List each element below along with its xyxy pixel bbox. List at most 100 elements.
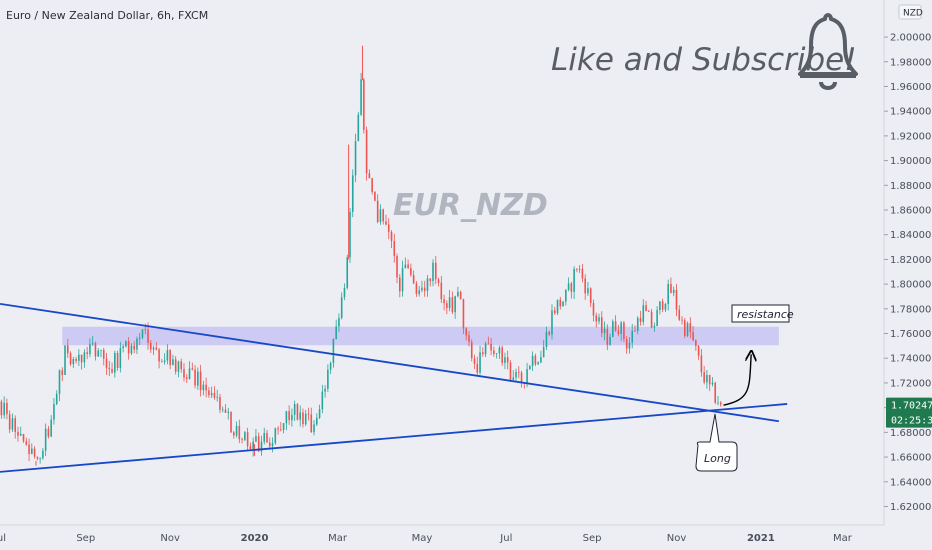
candle — [338, 313, 340, 332]
time-axis[interactable]: Jul Sep Nov 2020 Mar May Jul Sep Nov 2021 Mar — [0, 524, 884, 544]
candle — [100, 349, 102, 358]
candle — [578, 265, 581, 273]
candle — [75, 356, 77, 364]
candle — [606, 324, 609, 351]
candle — [0, 399, 3, 419]
long-callout[interactable]: Long — [695, 413, 738, 472]
candle — [603, 321, 606, 341]
candle — [249, 442, 252, 451]
candle — [399, 274, 401, 298]
projection-arrow[interactable] — [723, 354, 752, 406]
candle — [288, 405, 290, 425]
candle — [241, 437, 243, 444]
candle — [158, 347, 160, 369]
price-tick: 1.96000 — [884, 82, 931, 93]
candle — [22, 433, 25, 443]
candle — [459, 290, 462, 300]
price-tick: 1.68000 — [884, 428, 931, 439]
candle — [470, 339, 473, 362]
candle — [357, 111, 360, 142]
candle — [476, 356, 479, 377]
price-tick-label: 1.66000 — [890, 453, 931, 464]
candle — [224, 404, 227, 413]
candle — [271, 437, 274, 453]
time-tick-label: 2020 — [241, 533, 269, 544]
candle — [600, 311, 603, 338]
candle — [653, 322, 656, 332]
price-tick-label: 1.96000 — [890, 82, 931, 93]
candle — [324, 385, 326, 398]
candle — [161, 358, 163, 363]
candle — [418, 285, 420, 297]
candle — [227, 407, 230, 420]
candle — [188, 361, 191, 380]
candle — [545, 326, 548, 351]
candle — [506, 350, 509, 370]
candle — [180, 358, 183, 373]
candle — [423, 280, 426, 297]
candle — [719, 401, 722, 407]
candle — [473, 354, 476, 370]
candle — [429, 278, 432, 287]
candle — [136, 336, 138, 355]
price-tick: 1.94000 — [884, 107, 931, 118]
candle — [252, 437, 254, 457]
candle — [717, 396, 719, 406]
resistance-label[interactable]: resistance — [731, 304, 794, 323]
bar-countdown: 02:25:35 — [891, 416, 932, 427]
candle — [434, 255, 437, 285]
trendlines[interactable] — [0, 302, 788, 473]
candle — [625, 336, 628, 354]
candle — [53, 397, 55, 425]
candle — [540, 350, 542, 364]
candle — [329, 361, 332, 375]
candle — [515, 368, 517, 383]
price-tick-label: 1.80000 — [890, 280, 931, 291]
candle — [86, 346, 88, 360]
bell-icon — [798, 13, 858, 90]
candle — [664, 302, 667, 313]
candle — [368, 169, 371, 179]
time-tick-label: Jul — [0, 533, 6, 544]
price-tick-label: 1.86000 — [890, 206, 931, 217]
candle — [293, 400, 296, 422]
price-axis[interactable]: 2.00000 1.98000 1.96000 1.94000 1.92000 1.900… — [883, 0, 932, 525]
currency-badge[interactable] — [898, 4, 922, 20]
descending-trendline[interactable] — [0, 302, 779, 423]
candle — [609, 333, 611, 346]
candle — [169, 349, 171, 370]
candle — [213, 386, 216, 400]
time-tick-label: Sep — [76, 533, 95, 544]
ascending-trendline[interactable] — [0, 403, 788, 473]
candle — [174, 356, 177, 375]
candle — [19, 426, 22, 436]
candle — [47, 425, 50, 439]
candle — [66, 338, 69, 358]
long-label-text: Long — [704, 452, 731, 465]
candle — [105, 352, 108, 375]
candle — [678, 305, 681, 322]
candle — [595, 312, 598, 328]
candle — [410, 263, 412, 277]
candle — [346, 254, 349, 290]
candle — [216, 389, 218, 402]
candle — [266, 429, 268, 443]
candle — [551, 304, 553, 340]
candle — [282, 423, 285, 434]
candle — [14, 415, 17, 439]
price-tick: 1.64000 — [884, 477, 931, 488]
candle — [407, 259, 409, 269]
candle — [659, 301, 661, 315]
time-tick-label: Sep — [583, 533, 602, 544]
price-tick-label: 1.64000 — [890, 477, 931, 488]
candle — [197, 367, 199, 390]
candle — [69, 351, 72, 367]
candle — [125, 340, 127, 348]
time-tick-label: Nov — [160, 533, 180, 544]
price-tick: 1.74000 — [884, 354, 931, 365]
candle — [432, 259, 434, 287]
candle — [501, 345, 503, 366]
candle — [401, 260, 404, 297]
